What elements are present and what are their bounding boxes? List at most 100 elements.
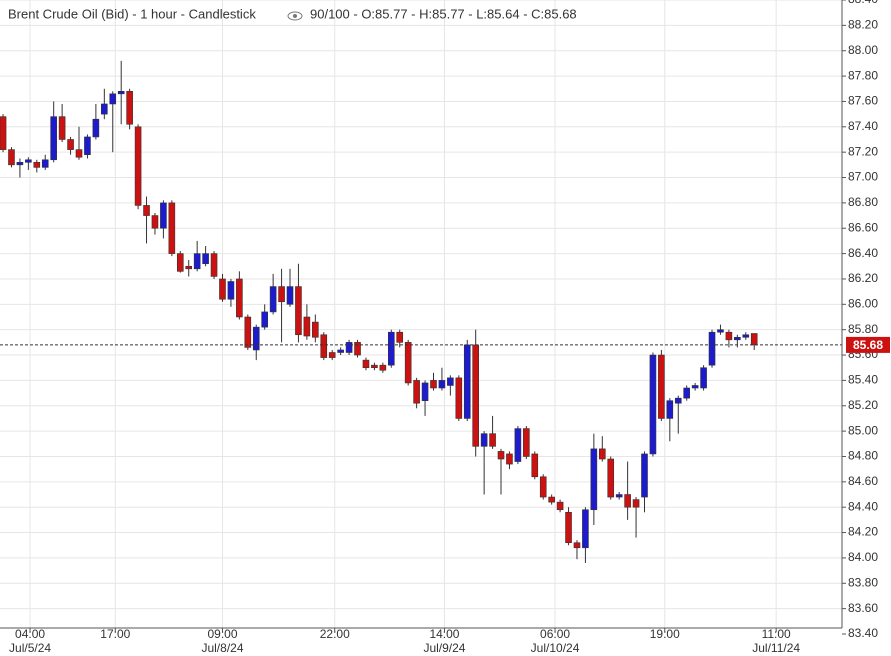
candle-body <box>185 265 193 270</box>
candle-body <box>750 333 758 346</box>
y-tick-label: 88.20 <box>848 18 878 32</box>
y-tick-label: 85.00 <box>848 423 878 437</box>
candle-body <box>41 159 49 168</box>
candle-body <box>565 511 572 544</box>
candle-body <box>683 387 690 399</box>
candle-body <box>16 162 24 166</box>
candle-body <box>506 453 513 465</box>
x-tick-label: 14:00 <box>429 627 459 641</box>
x-tick-date: Jul/5/24 <box>9 641 51 655</box>
candle-body <box>430 380 437 389</box>
y-tick-label: 85.80 <box>848 322 878 336</box>
candle-body <box>463 344 471 419</box>
y-axis-area <box>842 0 891 656</box>
candle-body <box>337 349 344 353</box>
candle-body <box>244 316 252 348</box>
candle-body <box>379 364 387 371</box>
candle-body <box>658 354 665 419</box>
candle-body <box>295 286 302 336</box>
candle-body <box>92 118 100 138</box>
y-tick-label: 87.40 <box>848 119 878 133</box>
candle-body <box>345 342 353 353</box>
candle-body <box>160 202 167 229</box>
candle-body <box>193 253 201 270</box>
y-tick-label: 85.20 <box>848 398 878 412</box>
x-tick-label: 17:00 <box>100 627 130 641</box>
y-tick-label: 86.40 <box>848 246 878 260</box>
y-tick-label: 86.00 <box>848 296 878 310</box>
candle-body <box>396 331 404 343</box>
candle-body <box>50 116 57 161</box>
candle-body <box>742 334 750 338</box>
header: Brent Crude Oil (Bid) - 1 hour - Candles… <box>8 6 577 21</box>
candle-body <box>387 331 395 366</box>
candle-body <box>236 278 243 318</box>
candle-body <box>582 509 589 549</box>
y-tick-label: 84.60 <box>848 474 878 488</box>
candle-body <box>303 316 311 337</box>
candle-body <box>691 385 699 389</box>
x-tick-date: Jul/10/24 <box>531 641 580 655</box>
candle-body <box>624 494 631 508</box>
candle-body <box>497 451 505 460</box>
candle-body <box>480 433 488 447</box>
y-tick-label: 86.20 <box>848 271 878 285</box>
grid <box>0 0 842 628</box>
candle-body <box>252 326 260 351</box>
candle-body <box>58 116 66 140</box>
candle-body <box>0 116 7 150</box>
candle-body <box>261 311 268 328</box>
candle-body <box>219 278 226 300</box>
candle-body <box>84 136 91 155</box>
candle-body <box>117 90 125 95</box>
candle-body <box>109 93 117 105</box>
candle-body <box>455 377 463 419</box>
candle-body <box>421 382 429 401</box>
chart-title: Brent Crude Oil (Bid) - 1 hour - Candles… <box>8 6 256 21</box>
candle-body <box>598 448 606 460</box>
x-tick-label: 09:00 <box>207 627 237 641</box>
candle-body <box>278 286 285 303</box>
candle-body <box>269 286 277 313</box>
candle-body <box>556 501 564 511</box>
candle-body <box>75 149 83 158</box>
candle-body <box>25 159 32 163</box>
candle-body <box>67 139 74 150</box>
eye-icon <box>287 11 303 21</box>
x-tick-label: 11:00 <box>762 627 791 641</box>
candle-body <box>404 342 412 384</box>
last-price-label: 85.68 <box>853 338 883 352</box>
candle-body <box>312 321 319 338</box>
y-tick-label: 83.40 <box>848 626 878 640</box>
candle-body <box>438 380 446 389</box>
candle-body <box>489 433 496 447</box>
candle-body <box>320 334 328 358</box>
candle-body <box>666 400 674 419</box>
x-tick-date: Jul/9/24 <box>423 641 465 655</box>
candle-body <box>447 377 454 386</box>
y-tick-label: 88.40 <box>848 0 878 6</box>
candle-body <box>286 286 294 305</box>
candle-body <box>8 149 15 166</box>
x-tick-label: 06:00 <box>540 627 570 641</box>
y-tick-label: 84.20 <box>848 525 878 539</box>
x-tick-date: Jul/8/24 <box>201 641 243 655</box>
y-tick-label: 83.60 <box>848 601 878 615</box>
candle-body <box>101 103 108 115</box>
candle-body <box>649 354 657 455</box>
y-tick-label: 87.20 <box>848 144 878 158</box>
y-tick-label: 87.60 <box>848 94 878 108</box>
candle-body <box>539 476 547 498</box>
y-tick-label: 87.80 <box>848 68 878 82</box>
candles <box>0 60 842 563</box>
ohlc-info: 90/100 - O:85.77 - H:85.77 - L:85.64 - C… <box>310 6 577 21</box>
last-price-box <box>846 336 890 353</box>
candle-body <box>708 331 716 366</box>
candle-body <box>134 126 142 206</box>
y-tick-label: 87.00 <box>848 170 878 184</box>
candle-body <box>615 494 623 498</box>
candle-body <box>328 352 336 358</box>
candle-body <box>33 162 41 168</box>
candle-body <box>548 496 555 503</box>
